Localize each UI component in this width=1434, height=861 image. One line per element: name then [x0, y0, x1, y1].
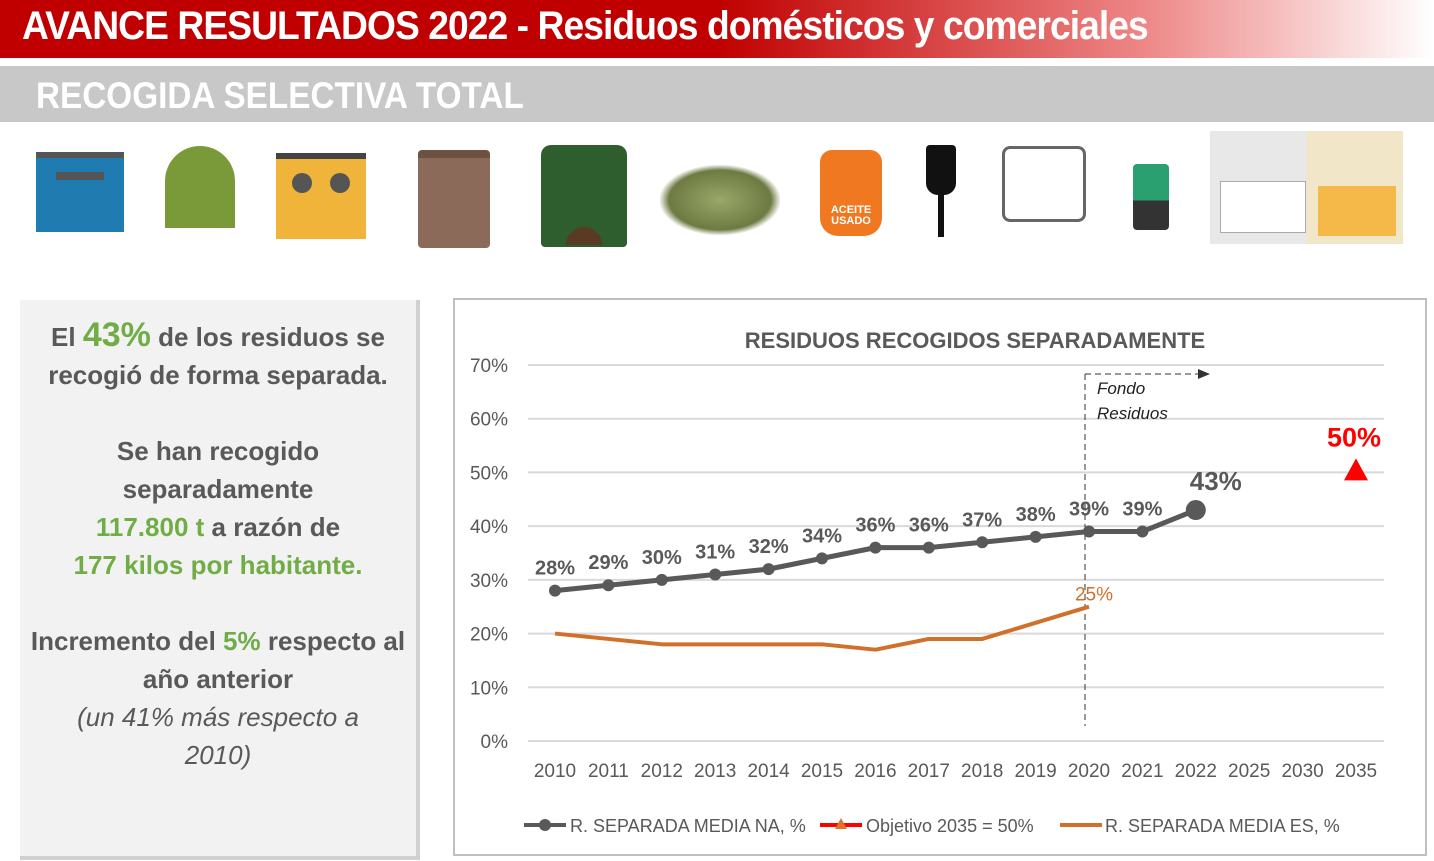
data-label-target: 50% [1327, 422, 1381, 452]
x-tick-label: 2013 [694, 761, 736, 782]
compost-bin-icon [541, 145, 627, 247]
y-tick-label: 0% [481, 732, 509, 753]
header-bar: AVANCE RESULTADOS 2022 - Residuos domést… [0, 0, 1434, 58]
brown-bin-icon [418, 150, 490, 248]
data-label-na: 28% [535, 558, 575, 580]
y-tick-label: 50% [470, 463, 508, 484]
x-tick-label: 2035 [1335, 761, 1377, 782]
mobile-collection-point-icon [1210, 131, 1403, 244]
annotation-text: Residuos [1097, 404, 1168, 423]
summary-increase-text: Incremento del 5% respecto al año anteri… [30, 626, 406, 770]
data-point-na [922, 541, 935, 554]
data-label-na: 39% [1122, 499, 1162, 521]
x-tick-label: 2025 [1228, 761, 1270, 782]
annotation-text: Fondo [1097, 379, 1145, 398]
data-point-na [1185, 500, 1206, 521]
blue-container-icon [36, 152, 124, 232]
data-label-na: 32% [749, 536, 789, 558]
data-point-na [1029, 530, 1042, 543]
y-tick-label: 70% [470, 356, 508, 377]
x-tick-label: 2015 [801, 761, 843, 782]
x-tick-label: 2010 [534, 761, 576, 782]
data-point-na [655, 573, 668, 586]
y-tick-label: 10% [470, 678, 508, 699]
legend-marker-target [835, 818, 847, 829]
arrow-head-icon [1198, 369, 1210, 379]
x-tick-label: 2030 [1281, 761, 1323, 782]
data-point-na [1083, 525, 1095, 538]
data-label-es: 25% [1075, 585, 1113, 606]
x-tick-label: 2022 [1175, 761, 1217, 782]
pruning-waste-icon [660, 165, 780, 235]
y-tick-label: 20% [470, 625, 508, 646]
data-point-na [709, 568, 722, 581]
x-tick-label: 2014 [747, 761, 790, 782]
legend-label-es: R. SEPARADA MEDIA ES, % [1105, 816, 1340, 836]
data-point-na [976, 536, 989, 549]
series-line-es [554, 604, 1090, 652]
y-tick-label: 60% [470, 410, 508, 431]
used-oil-icon: ACEITE USADO [820, 150, 882, 236]
x-tick-label: 2020 [1068, 761, 1110, 782]
y-tick-label: 40% [470, 517, 508, 538]
data-point-na [816, 552, 828, 565]
data-point-na [602, 579, 615, 592]
data-label-na: 43% [1190, 466, 1242, 496]
data-label-na: 37% [962, 509, 1002, 531]
data-point-na [869, 541, 882, 554]
data-label-na: 36% [909, 515, 949, 537]
y-tick-label: 30% [470, 571, 508, 592]
data-point-na [1136, 525, 1149, 538]
data-label-na: 30% [642, 547, 682, 569]
x-tick-label: 2011 [588, 761, 629, 782]
x-tick-label: 2016 [854, 761, 896, 782]
data-point-na [762, 563, 775, 576]
data-label-na: 34% [802, 525, 842, 547]
x-tick-label: 2018 [961, 761, 1003, 782]
target-marker-icon [1344, 458, 1368, 481]
x-tick-label: 2012 [641, 761, 683, 782]
summary-panel: El 43% de los residuos se recogió de for… [20, 300, 420, 860]
data-label-na: 29% [588, 552, 628, 574]
chart-container [453, 298, 1427, 856]
legend-marker-na [539, 819, 551, 831]
x-tick-label: 2021 [1121, 761, 1163, 782]
yellow-container-icon [276, 153, 366, 239]
data-label-na: 36% [855, 515, 895, 537]
electric-plug-icon [926, 145, 956, 237]
legend-label-na: R. SEPARADA MEDIA NA, % [570, 816, 806, 836]
subheader-bar: RECOGIDA SELECTIVA TOTAL [0, 66, 1434, 122]
data-label-na: 31% [695, 541, 735, 563]
page-title: AVANCE RESULTADOS 2022 - Residuos domést… [22, 4, 1149, 48]
green-container-icon [165, 146, 235, 228]
chart-title: RESIDUOS RECOGIDOS SEPARADAMENTE [745, 328, 1205, 353]
x-tick-label: 2019 [1014, 761, 1056, 782]
textile-icon [1002, 146, 1086, 222]
data-point-na [549, 584, 561, 597]
battery-icon [1133, 164, 1169, 230]
data-label-na: 38% [1016, 504, 1056, 526]
x-tick-label: 2017 [908, 761, 950, 782]
summary-percent-text: El 43% de los residuos se recogió de for… [48, 316, 388, 390]
data-label-na: 39% [1069, 499, 1109, 521]
legend-label-target: Objetivo 2035 = 50% [866, 816, 1034, 836]
summary-quantity-text: Se han recogido separadamente 117.800 t a… [73, 436, 363, 580]
section-title: RECOGIDA SELECTIVA TOTAL [36, 75, 524, 116]
